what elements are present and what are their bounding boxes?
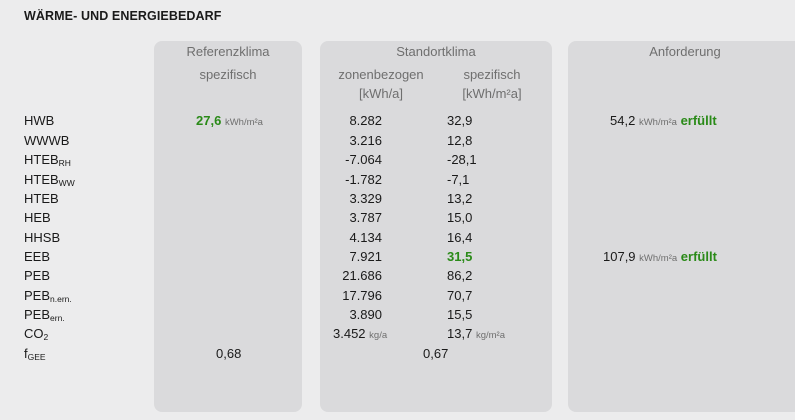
header-zonenbezogen-unit: [kWh/a] <box>358 86 404 101</box>
status-badge: erfüllt <box>680 113 717 128</box>
row-label: PEBn.ern. <box>24 288 72 304</box>
zon-value: -1.782 <box>345 172 382 187</box>
spez-value: -7,1 <box>447 172 470 187</box>
zon-value: 3.890 <box>349 307 382 322</box>
zon-value: -7.064 <box>345 152 382 167</box>
header-std-spezifisch: spezifisch <box>463 67 521 82</box>
column-referenzklima <box>154 41 302 412</box>
spez-value: 70,7 <box>447 288 473 303</box>
header-std-spezifisch-unit: [kWh/m²a] <box>462 86 522 101</box>
row-label: HTEB <box>24 191 59 206</box>
header-anforderung: Anforderung <box>649 44 721 59</box>
zon-value: 4.134 <box>349 230 382 245</box>
row-label: HTEBRH <box>24 152 71 168</box>
anf-value: 107,9 kWh/m²a erfüllt <box>603 249 717 264</box>
spez-value: 86,2 <box>447 268 473 283</box>
column-anforderung <box>568 41 795 412</box>
row-label: PEB <box>24 268 51 283</box>
std-combined-value: 0,67 <box>423 346 449 361</box>
zon-value: 17.796 <box>342 288 382 303</box>
spez-value: -28,1 <box>447 152 477 167</box>
row-label: CO2 <box>24 326 49 342</box>
row-label: HHSB <box>24 230 61 245</box>
spez-value: 15,5 <box>447 307 473 322</box>
zon-value: 8.282 <box>349 113 382 128</box>
spez-value: 32,9 <box>447 113 473 128</box>
header-standortklima: Standortklima <box>396 44 476 59</box>
zon-value: 3.787 <box>349 210 382 225</box>
zon-value: 21.686 <box>342 268 382 283</box>
row-label: WWWB <box>24 133 70 148</box>
ref-value: 0,68 <box>216 346 242 361</box>
zon-value: 3.329 <box>349 191 382 206</box>
row-label: HTEBWW <box>24 172 75 188</box>
zon-value: 7.921 <box>349 249 382 264</box>
row-label: HWB <box>24 113 55 128</box>
spez-value: 12,8 <box>447 133 473 148</box>
row-label: EEB <box>24 249 51 264</box>
spez-value: 13,7 kg/m²a <box>447 326 505 341</box>
spez-value: 31,5 <box>447 249 473 264</box>
anf-value: 54,2 kWh/m²a erfüllt <box>610 113 717 128</box>
spez-value: 15,0 <box>447 210 473 225</box>
row-label: fGEE <box>24 346 46 362</box>
header-ref-spezifisch: spezifisch <box>199 67 257 82</box>
column-standortklima <box>320 41 552 412</box>
row-label: PEBern. <box>24 307 65 323</box>
header-referenzklima: Referenzklima <box>186 44 270 59</box>
zon-value: 3.216 <box>349 133 382 148</box>
spez-value: 13,2 <box>447 191 473 206</box>
zon-value: 3.452 kg/a <box>333 326 388 341</box>
status-badge: erfüllt <box>680 249 717 264</box>
row-label: HEB <box>24 210 51 225</box>
section-title: WÄRME- UND ENERGIEBEDARF <box>24 9 222 23</box>
spez-value: 16,4 <box>447 230 473 245</box>
header-zonenbezogen: zonenbezogen <box>338 67 424 82</box>
ref-value: 27,6 kWh/m²a <box>196 113 263 128</box>
